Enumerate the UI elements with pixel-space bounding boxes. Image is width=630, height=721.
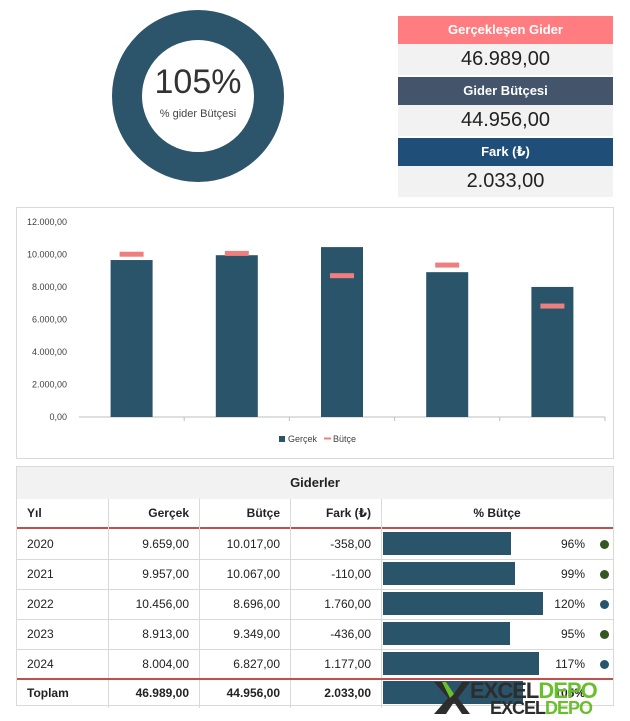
exceldepo-watermark: EXCELDEPO EXCELDEPO bbox=[432, 676, 628, 720]
bar-actual-2022 bbox=[321, 247, 363, 417]
row-diff: -110,00 bbox=[331, 567, 371, 581]
kpi-budget-value: 44.956,00 bbox=[398, 105, 613, 136]
header-year: Yıl bbox=[27, 506, 42, 520]
row-pct: 120% bbox=[554, 597, 585, 611]
kpi-diff-value: 2.033,00 bbox=[398, 166, 613, 197]
row-pct: 99% bbox=[560, 567, 585, 581]
total-divider bbox=[17, 678, 613, 680]
bar-actual-2024 bbox=[531, 286, 574, 417]
kpi-actual-label: Gerçekleşen Gider bbox=[398, 16, 613, 44]
kpi-diff-label: Fark (₺) bbox=[398, 138, 613, 166]
y-tick-label: 10.000,00 bbox=[27, 250, 67, 260]
y-tick-label: 6.000,00 bbox=[32, 315, 67, 325]
header-budget: Bütçe bbox=[246, 506, 280, 520]
row-diff: -358,00 bbox=[330, 537, 371, 551]
row-budget: 9.349,00 bbox=[233, 627, 280, 641]
row-divider bbox=[17, 649, 613, 650]
marker-budget-2022 bbox=[330, 273, 354, 279]
column-divider bbox=[108, 499, 109, 708]
row-budget: 10.017,00 bbox=[226, 537, 280, 551]
chart-canvas: 0,00 2.000,00 4.000,00 6.000,00 8.000,00 10.0… bbox=[27, 217, 606, 444]
row-diff: -436,00 bbox=[330, 627, 371, 641]
row-actual: 9.957,00 bbox=[142, 567, 189, 581]
marker-budget-2021 bbox=[224, 250, 249, 256]
status-dot-icon bbox=[600, 600, 609, 609]
budget-gauge: 105% % gider Bütçesi bbox=[112, 10, 284, 182]
row-diff: 1.177,00 bbox=[324, 657, 371, 671]
header-divider bbox=[17, 527, 613, 529]
row-year: 2022 bbox=[27, 597, 54, 611]
status-dot-icon bbox=[600, 660, 609, 669]
table-title: Giderler bbox=[17, 467, 613, 499]
row-pct-bar bbox=[383, 532, 511, 555]
gauge-caption: % gider Bütçesi bbox=[159, 108, 237, 120]
header-pct: % Bütçe bbox=[473, 506, 521, 520]
row-divider bbox=[17, 589, 613, 590]
y-tick-label: 8.000,00 bbox=[32, 282, 67, 292]
expense-table: Giderler Yıl Gerçek Bütçe Fark (₺) % Büt… bbox=[16, 466, 614, 708]
gauge-value: 105% bbox=[154, 63, 242, 101]
y-tick-label: 4.000,00 bbox=[32, 347, 67, 357]
total-actual: 46.989,00 bbox=[135, 686, 189, 700]
row-pct-bar bbox=[383, 592, 543, 615]
kpi-actual-value: 46.989,00 bbox=[398, 44, 613, 75]
row-year: 2020 bbox=[27, 537, 54, 551]
kpi-budget-label: Gider Bütçesi bbox=[398, 77, 613, 105]
expense-chart: 0,00 2.000,00 4.000,00 6.000,00 8.000,00 10.0… bbox=[16, 207, 614, 459]
header-diff: Fark (₺) bbox=[325, 506, 371, 520]
column-divider bbox=[199, 499, 200, 708]
legend-actual-swatch bbox=[279, 436, 285, 442]
row-year: 2021 bbox=[27, 567, 54, 581]
total-pct: 105% bbox=[554, 686, 585, 700]
status-dot-icon bbox=[600, 570, 609, 579]
status-dot-icon bbox=[600, 630, 609, 639]
row-diff: 1.760,00 bbox=[324, 597, 371, 611]
exceldepo-logo-icon bbox=[434, 682, 470, 714]
marker-budget-2024 bbox=[540, 303, 565, 309]
row-actual: 10.456,00 bbox=[135, 597, 189, 611]
row-actual: 8.004,00 bbox=[142, 657, 189, 671]
row-budget: 10.067,00 bbox=[226, 567, 280, 581]
row-pct: 96% bbox=[560, 537, 585, 551]
bar-actual-2021 bbox=[215, 255, 258, 417]
row-budget: 8.696,00 bbox=[233, 597, 280, 611]
row-pct-bar bbox=[383, 622, 510, 645]
row-budget: 6.827,00 bbox=[233, 657, 280, 671]
row-pct: 95% bbox=[560, 627, 585, 641]
bar-actual-2020 bbox=[110, 260, 153, 417]
row-year: 2024 bbox=[27, 657, 54, 671]
marker-budget-2023 bbox=[435, 262, 460, 268]
y-tick-label: 2.000,00 bbox=[32, 380, 67, 390]
watermark-line1: EXCELDEPO bbox=[470, 678, 598, 703]
legend-budget-swatch bbox=[324, 437, 331, 440]
bar-actual-2023 bbox=[426, 272, 469, 417]
legend-budget-label: Bütçe bbox=[333, 434, 356, 444]
y-tick-label: 0,00 bbox=[49, 412, 67, 422]
status-dot-icon bbox=[600, 540, 609, 549]
row-pct: 117% bbox=[555, 657, 585, 671]
column-divider bbox=[290, 499, 291, 708]
row-pct-bar bbox=[383, 562, 515, 585]
marker-budget-2020 bbox=[119, 251, 144, 257]
total-label: Toplam bbox=[27, 686, 69, 700]
row-actual: 9.659,00 bbox=[142, 537, 189, 551]
watermark-line2: EXCELDEPO bbox=[490, 698, 593, 718]
row-year: 2023 bbox=[27, 627, 54, 641]
column-divider bbox=[381, 499, 382, 708]
row-divider bbox=[17, 619, 613, 620]
row-divider bbox=[17, 559, 613, 560]
y-tick-label: 12.000,00 bbox=[27, 217, 67, 227]
row-pct-bar bbox=[383, 652, 539, 675]
total-budget: 44.956,00 bbox=[226, 686, 280, 700]
row-actual: 8.913,00 bbox=[142, 627, 189, 641]
total-diff: 2.033,00 bbox=[324, 686, 371, 700]
legend-actual-label: Gerçek bbox=[288, 434, 318, 444]
header-actual: Gerçek bbox=[148, 506, 189, 520]
